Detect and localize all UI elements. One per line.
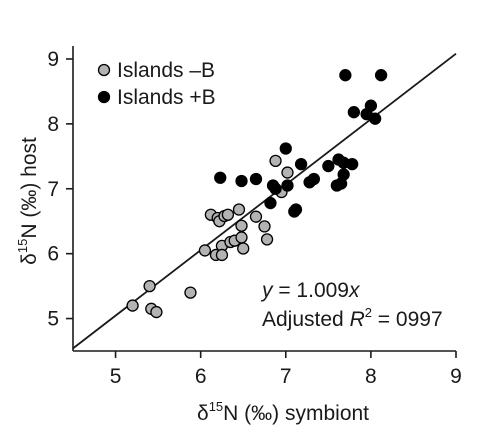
legend-marker-islands-minus-b xyxy=(97,63,111,77)
data-point xyxy=(281,179,294,192)
legend-label-islands-minus-b: Islands –B xyxy=(117,59,215,82)
data-point xyxy=(337,168,350,181)
data-point xyxy=(279,142,292,155)
x-axis-title: δ15N (‰) symbiont xyxy=(197,399,369,425)
data-point xyxy=(214,171,227,184)
x-ticks: 5 6 7 8 9 xyxy=(110,351,462,388)
y-tick-label: 8 xyxy=(47,113,59,136)
data-point xyxy=(260,233,274,246)
legend-marker-islands-plus-b xyxy=(97,90,111,104)
regression-annotation: y = 1.009x Adjusted R2 = 0997 xyxy=(260,279,443,331)
data-point xyxy=(368,112,382,125)
data-point xyxy=(307,172,321,186)
data-point xyxy=(232,203,246,216)
x-tick-label: 6 xyxy=(195,365,207,388)
data-point xyxy=(235,231,248,244)
data-point xyxy=(269,182,282,195)
legend: Islands –B Islands +B xyxy=(97,59,216,109)
data-point xyxy=(374,69,388,82)
series-islands-minus-b xyxy=(126,154,294,319)
y-ticks: 5 6 7 8 9 xyxy=(47,48,73,331)
data-point xyxy=(264,196,277,210)
data-point xyxy=(269,154,282,168)
data-point xyxy=(198,244,212,257)
y-tick-label: 5 xyxy=(47,308,59,331)
data-point xyxy=(235,174,248,188)
data-point xyxy=(249,172,263,186)
data-point xyxy=(364,99,378,112)
series-islands-plus-b xyxy=(214,69,388,218)
x-tick-label: 8 xyxy=(365,365,377,388)
data-point xyxy=(249,210,263,223)
y-tick-label: 7 xyxy=(47,178,59,201)
data-point xyxy=(126,299,139,312)
x-tick-label: 7 xyxy=(280,365,292,388)
data-point xyxy=(184,286,197,299)
data-points xyxy=(126,69,388,319)
data-point xyxy=(281,166,294,179)
data-point xyxy=(289,203,303,216)
data-point xyxy=(143,279,156,293)
data-point xyxy=(347,106,361,119)
data-point xyxy=(322,159,335,173)
y-tick-label: 9 xyxy=(47,48,59,71)
data-point xyxy=(235,219,248,232)
fit-line xyxy=(72,53,457,350)
data-point xyxy=(237,242,250,255)
y-axis-title: δ15N (‰) host xyxy=(15,137,41,265)
data-point xyxy=(346,157,359,171)
data-point xyxy=(339,69,352,82)
axes: 5 6 7 8 9 5 6 7 8 9 xyxy=(47,46,462,388)
equation-text: y = 1.009x xyxy=(260,279,361,302)
data-point xyxy=(258,220,271,233)
data-point xyxy=(294,157,308,171)
y-tick-label: 6 xyxy=(47,243,59,266)
x-tick-label: 9 xyxy=(450,365,462,388)
x-tick-label: 5 xyxy=(110,365,122,388)
r-squared-text: Adjusted R2 = 0997 xyxy=(262,305,443,331)
data-point xyxy=(221,208,235,221)
data-point xyxy=(150,305,163,319)
legend-label-islands-plus-b: Islands +B xyxy=(117,86,216,109)
data-point xyxy=(215,248,229,262)
